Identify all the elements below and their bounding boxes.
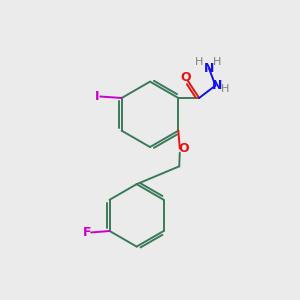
Text: O: O <box>180 71 191 84</box>
Text: O: O <box>178 142 189 155</box>
Text: I: I <box>95 90 100 103</box>
Text: N: N <box>212 79 223 92</box>
Text: N: N <box>204 62 214 75</box>
Text: H: H <box>195 57 204 67</box>
Text: H: H <box>213 57 221 67</box>
Text: F: F <box>82 226 91 239</box>
Text: H: H <box>221 84 230 94</box>
